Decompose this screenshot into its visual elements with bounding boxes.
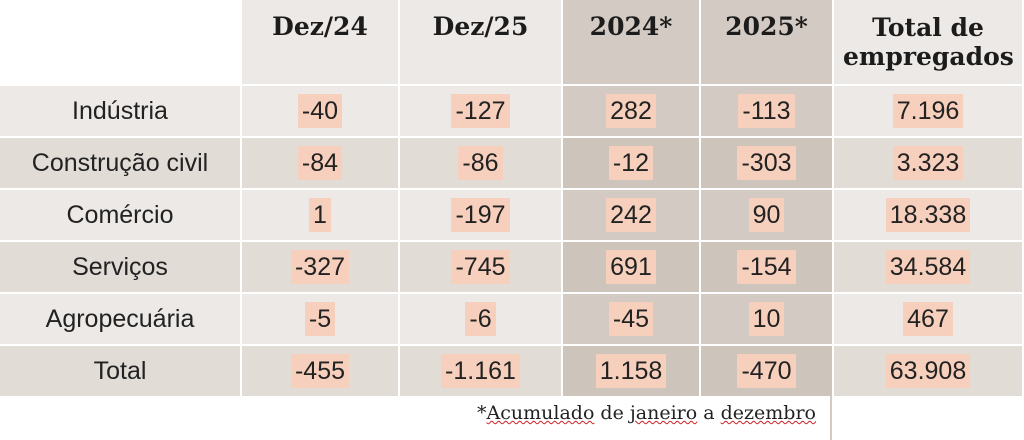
row-label: Serviços (72, 253, 168, 281)
row-label: Indústria (72, 97, 168, 125)
cell-dez24: -455 (242, 346, 400, 398)
cell-2025: -154 (701, 242, 834, 294)
row-label: Comércio (66, 201, 174, 229)
employment-table: Dez/24 Dez/25 2024* 2025* Total de empre… (0, 0, 1024, 398)
cell-2025: -303 (701, 138, 834, 190)
header-total-empregados: Total de empregados (834, 0, 1024, 86)
row-label-cell: Total (0, 346, 242, 398)
header-dez25: Dez/25 (400, 0, 563, 86)
cell-total-empregados: 467 (834, 294, 1024, 346)
cell-2025: -113 (701, 86, 834, 138)
cell-value: 3.323 (892, 146, 964, 180)
cell-value: 242 (606, 198, 656, 232)
cell-value: 1 (309, 198, 331, 232)
cell-dez25: -6 (400, 294, 563, 346)
row-label: Total (93, 357, 147, 385)
header-dez24: Dez/24 (242, 0, 400, 86)
cell-total-empregados: 3.323 (834, 138, 1024, 190)
cell-value: -197 (451, 198, 510, 232)
cell-value: 10 (748, 302, 785, 336)
header-2024: 2024* (563, 0, 701, 86)
header-row: Dez/24 Dez/25 2024* 2025* Total de empre… (0, 0, 1024, 86)
cell-value: -40 (297, 94, 343, 128)
cell-value: 34.584 (885, 250, 971, 284)
cell-value: -1.161 (441, 354, 520, 388)
table-row: Indústria -40 -127 282 -113 7.196 (0, 86, 1024, 138)
cell-2024: 691 (563, 242, 701, 294)
cell-value: -127 (451, 94, 510, 128)
cell-value: -6 (465, 302, 496, 336)
cell-value: -5 (304, 302, 336, 336)
table-row: Agropecuária -5 -6 -45 10 467 (0, 294, 1024, 346)
cell-value: 1.158 (595, 354, 667, 388)
cell-value: 282 (606, 94, 656, 128)
table-row: Serviços -327 -745 691 -154 34.584 (0, 242, 1024, 294)
row-label-cell: Agropecuária (0, 294, 242, 346)
cell-value: 63.908 (885, 354, 971, 388)
cell-dez25: -197 (400, 190, 563, 242)
cell-2025: 10 (701, 294, 834, 346)
table-row: Comércio 1 -197 242 90 18.338 (0, 190, 1024, 242)
header-corner (0, 0, 242, 86)
cell-value: -45 (608, 302, 654, 336)
row-label-cell: Comércio (0, 190, 242, 242)
cell-total-empregados: 7.196 (834, 86, 1024, 138)
cell-value: -455 (290, 354, 350, 388)
cell-value: -303 (737, 146, 796, 180)
cell-2024: -12 (563, 138, 701, 190)
cell-dez24: -5 (242, 294, 400, 346)
cell-dez25: -1.161 (400, 346, 563, 398)
cell-total-empregados: 18.338 (834, 190, 1024, 242)
header-2025: 2025* (701, 0, 834, 86)
cell-value: -113 (738, 94, 795, 128)
cell-dez24: -327 (242, 242, 400, 294)
cell-total-empregados: 63.908 (834, 346, 1024, 398)
cell-value: 18.338 (885, 198, 971, 232)
cell-value: -745 (451, 250, 510, 284)
table-row: Total -455 -1.161 1.158 -470 63.908 (0, 346, 1024, 398)
row-label-cell: Construção civil (0, 138, 242, 190)
cell-dez25: -86 (400, 138, 563, 190)
cell-dez24: 1 (242, 190, 400, 242)
cell-value: -154 (737, 250, 796, 284)
cell-dez25: -127 (400, 86, 563, 138)
cell-value: -470 (737, 354, 796, 388)
footnote: *Acumulado de janeiro a dezembro (477, 402, 816, 424)
row-label: Construção civil (31, 149, 209, 177)
cell-2025: 90 (701, 190, 834, 242)
table-row: Construção civil -84 -86 -12 -303 3.323 (0, 138, 1024, 190)
cell-value: 7.196 (892, 94, 964, 128)
cell-2024: 242 (563, 190, 701, 242)
footnote-box: *Acumulado de janeiro a dezembro (0, 396, 832, 440)
cell-2025: -470 (701, 346, 834, 398)
row-label-cell: Indústria (0, 86, 242, 138)
cell-value: -327 (290, 250, 350, 284)
cell-total-empregados: 34.584 (834, 242, 1024, 294)
cell-value: -86 (458, 146, 503, 180)
row-label-cell: Serviços (0, 242, 242, 294)
cell-2024: 1.158 (563, 346, 701, 398)
cell-value: -84 (297, 146, 343, 180)
cell-value: 90 (748, 198, 785, 232)
cell-2024: 282 (563, 86, 701, 138)
row-label: Agropecuária (45, 305, 195, 333)
cell-dez25: -745 (400, 242, 563, 294)
cell-value: -12 (608, 146, 654, 180)
cell-dez24: -84 (242, 138, 400, 190)
cell-2024: -45 (563, 294, 701, 346)
cell-dez24: -40 (242, 86, 400, 138)
cell-value: 467 (903, 302, 953, 336)
cell-value: 691 (606, 250, 656, 284)
